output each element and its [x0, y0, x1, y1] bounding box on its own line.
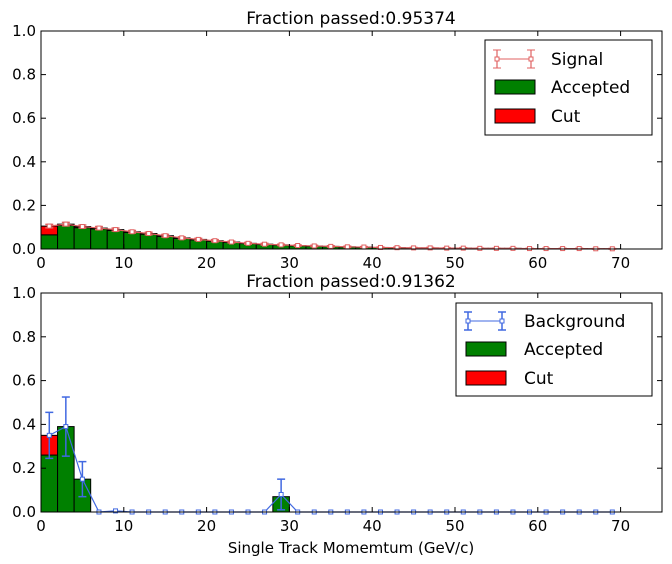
- signal-data-point: [444, 245, 450, 251]
- signal-data-point: [129, 229, 135, 235]
- signal-data-point: [113, 227, 119, 233]
- y-tick-label: 0.0: [12, 503, 36, 521]
- x-tick-label: 60: [528, 254, 547, 272]
- signal-data-point: [79, 224, 85, 230]
- y-tick-label: 0.8: [12, 66, 36, 84]
- signal-accepted-bar: [90, 228, 108, 250]
- x-tick-label: 30: [280, 517, 299, 535]
- x-tick-label: 0: [36, 517, 46, 535]
- signal-data-point: [510, 245, 516, 251]
- signal-accepted-bar: [57, 224, 75, 250]
- x-tick-label: 40: [363, 254, 382, 272]
- signal-data-point: [146, 231, 152, 237]
- background-data-point: [278, 491, 284, 497]
- y-tick-label: 0.2: [12, 196, 36, 214]
- signal-data-point: [278, 242, 284, 248]
- x-axis-label: Single Track Momemtum (GeV/c): [228, 539, 474, 557]
- x-tick-label: 20: [197, 254, 216, 272]
- background-data-point: [46, 432, 52, 438]
- y-tick-label: 0.0: [12, 240, 36, 258]
- y-tick-label: 0.4: [12, 415, 36, 433]
- x-tick-label: 30: [280, 254, 299, 272]
- background-plot-frame: [40, 292, 663, 513]
- signal-data-point: [228, 239, 234, 245]
- x-tick-label: 10: [114, 254, 133, 272]
- signal-data-point: [493, 245, 499, 251]
- signal-legend-accepted-swatch: [494, 79, 536, 95]
- signal-legend-accepted-label: Accepted: [551, 78, 630, 98]
- signal-data-point: [46, 223, 52, 229]
- signal-axis-ticks: 0 10 20 30 40 50 60 70 0.0 0.2 0.4 0.6 0.8 1.0: [12, 22, 662, 272]
- signal-accepted-bar: [156, 235, 174, 250]
- signal-legend-cut-swatch: [494, 108, 536, 124]
- signal-accepted-bar: [139, 233, 158, 250]
- background-legend-cut-swatch: [465, 370, 507, 386]
- x-tick-label: 70: [611, 517, 630, 535]
- background-legend-cut-label: Cut: [524, 369, 554, 389]
- signal-data-point: [361, 244, 367, 250]
- signal-data-point: [394, 245, 400, 251]
- x-tick-label: 10: [114, 517, 133, 535]
- signal-data-point: [411, 245, 417, 251]
- signal-legend-label: Signal: [551, 50, 603, 70]
- signal-marks: [40, 221, 622, 252]
- signal-plot-frame: [40, 30, 663, 250]
- background-axis-ticks: 0 10 20 30 40 50 60 70 0.0 0.2 0.4 0.6 0.8 1.0: [12, 284, 662, 535]
- background-data-point: [63, 424, 69, 430]
- background-data-point: [79, 476, 85, 482]
- signal-data-point: [328, 243, 334, 249]
- x-tick-label: 70: [611, 254, 630, 272]
- background-legend: Background Accepted Cut: [455, 302, 653, 397]
- y-tick-label: 0.4: [12, 153, 36, 171]
- x-tick-label: 0: [36, 254, 46, 272]
- signal-legend-cut-label: Cut: [551, 107, 581, 127]
- background-subplot: Fraction passed:0.91362 0 10 20 30 40 50 60 700…: [12, 272, 663, 557]
- background-legend-accepted-swatch: [465, 341, 507, 357]
- signal-accepted-bar: [73, 227, 92, 250]
- background-plot-title: Fraction passed:0.91362: [246, 272, 455, 292]
- background-data-point: [113, 508, 119, 514]
- signal-data-point: [195, 236, 201, 242]
- x-tick-label: 20: [197, 517, 216, 535]
- signal-data-point: [162, 233, 168, 239]
- signal-data-point: [477, 245, 483, 251]
- background-legend-label: Background: [524, 312, 625, 332]
- signal-data-point: [262, 241, 268, 247]
- signal-accepted-bar: [106, 229, 125, 250]
- background-legend-marker: [464, 311, 506, 331]
- background-accepted-bar: [40, 454, 59, 513]
- signal-subplot: Fraction passed:0.95374 0 10 20 30 40 50 60 700…: [12, 9, 663, 272]
- signal-data-point: [96, 225, 102, 231]
- x-tick-label: 40: [363, 517, 382, 535]
- signal-data-point: [344, 244, 350, 250]
- background-legend-accepted-label: Accepted: [524, 340, 603, 360]
- signal-accepted-bar: [123, 231, 141, 250]
- signal-data-point: [63, 221, 69, 227]
- signal-data-point: [460, 245, 466, 251]
- signal-data-point: [245, 240, 251, 246]
- y-tick-label: 0.6: [12, 372, 36, 390]
- signal-data-point: [311, 243, 317, 249]
- signal-plot-title: Fraction passed:0.95374: [246, 9, 455, 29]
- y-tick-label: 1.0: [12, 284, 36, 302]
- x-tick-label: 50: [445, 517, 464, 535]
- x-tick-label: 60: [528, 517, 547, 535]
- signal-accepted-bar: [40, 234, 59, 250]
- signal-data-point: [295, 243, 301, 249]
- signal-legend-marker: [493, 49, 535, 69]
- signal-data-point: [427, 245, 433, 251]
- y-tick-label: 1.0: [12, 22, 36, 40]
- signal-data-point: [179, 235, 185, 241]
- x-tick-label: 50: [445, 254, 464, 272]
- signal-data-point: [212, 238, 218, 244]
- signal-legend: Signal Accepted Cut: [484, 39, 653, 136]
- y-tick-label: 0.2: [12, 459, 36, 477]
- y-tick-label: 0.6: [12, 109, 36, 127]
- y-tick-label: 0.8: [12, 328, 36, 346]
